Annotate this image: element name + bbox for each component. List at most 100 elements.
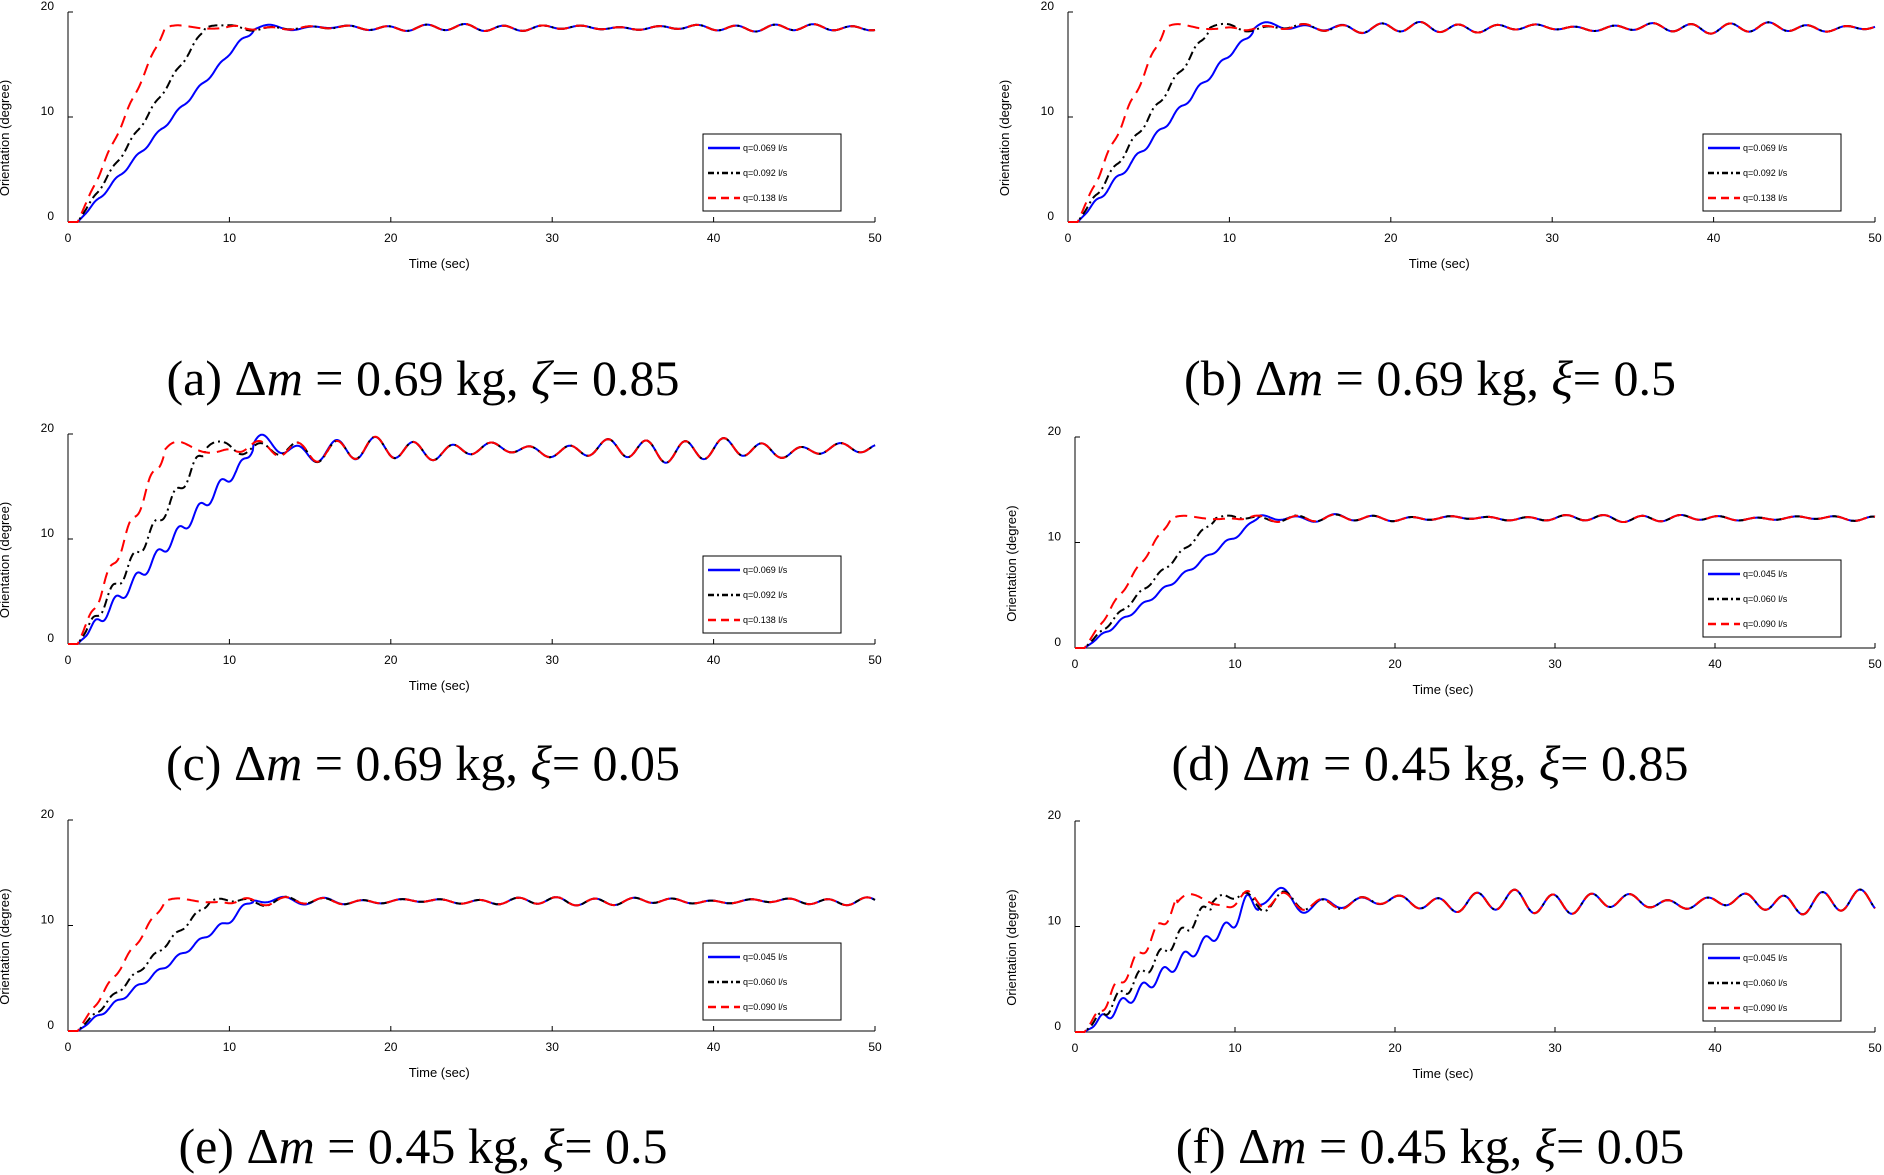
caption-suffix: = 0.5 [1573, 350, 1676, 406]
legend-entry-2: q=0.092 l/s [743, 168, 788, 178]
x-tick-label: 50 [1868, 657, 1882, 671]
caption-mid: = 0.69 kg, [1323, 350, 1551, 406]
x-tick-label: 10 [223, 653, 237, 667]
x-axis-label: Time (sec) [409, 1065, 470, 1080]
caption-prefix: (a) Δ [167, 350, 267, 406]
y-axis-label: Orientation (degree) [0, 888, 12, 1004]
x-tick-label: 20 [384, 653, 398, 667]
panel-caption: (f) Δm = 0.45 kg, ξ= 0.05 [1176, 1118, 1685, 1174]
x-axis-label: Time (sec) [1413, 682, 1474, 697]
legend-entry-3: q=0.138 l/s [1743, 193, 1788, 203]
x-tick-label: 30 [546, 231, 560, 245]
x-tick-label: 40 [707, 653, 721, 667]
x-tick-label: 20 [384, 231, 398, 245]
caption-suffix: = 0.05 [552, 735, 680, 791]
legend-entry-3: q=0.090 l/s [743, 1002, 788, 1012]
y-tick-label: 0 [47, 1018, 54, 1032]
chart-panel-2: 0 10 20 30 40 50 0 10 20 Time (sec) Orientation (d… [997, 0, 1882, 271]
chart-panel-5: 0 10 20 30 40 50 0 10 20 Time (sec) Orientation (d… [0, 807, 882, 1080]
caption-var: m [267, 350, 303, 406]
series-line-2 [67, 435, 876, 645]
y-tick-label: 10 [41, 913, 55, 927]
caption-prefix: (c) Δ [166, 735, 266, 791]
legend: q=0.069 l/s q=0.092 l/s q=0.138 l/s [1702, 133, 1842, 212]
legend-entry-3: q=0.090 l/s [1743, 1003, 1788, 1013]
caption-greek: ξ [543, 1118, 565, 1174]
y-tick-label: 20 [1048, 424, 1062, 438]
legend-entry-1: q=0.045 l/s [1743, 569, 1788, 579]
caption-mid: = 0.69 kg, [302, 735, 530, 791]
caption-var: m [279, 1118, 315, 1174]
panel-caption: (e) Δm = 0.45 kg, ξ= 0.5 [178, 1118, 667, 1174]
series-line-3 [67, 23, 876, 223]
x-tick-label: 10 [223, 1040, 237, 1054]
legend: q=0.045 l/s q=0.060 l/s q=0.090 l/s [1702, 943, 1842, 1022]
panel-caption: (b) Δm = 0.69 kg, ξ= 0.5 [1184, 350, 1676, 406]
legend-entry-2: q=0.060 l/s [1743, 594, 1788, 604]
caption-mid: = 0.69 kg, [303, 350, 531, 406]
x-tick-label: 20 [1384, 231, 1398, 245]
legend-entry-3: q=0.090 l/s [1743, 619, 1788, 629]
x-tick-label: 40 [707, 231, 721, 245]
caption-mid: = 0.45 kg, [315, 1118, 543, 1174]
x-tick-label: 30 [546, 653, 560, 667]
x-axis-label: Time (sec) [409, 256, 470, 271]
y-tick-label: 20 [41, 421, 55, 435]
x-tick-label: 30 [1548, 1041, 1562, 1055]
y-tick-label: 20 [41, 807, 55, 821]
legend: q=0.069 l/s q=0.092 l/s q=0.138 l/s [702, 555, 842, 634]
x-axis-label: Time (sec) [1413, 1066, 1474, 1081]
y-axis-label: Orientation (degree) [0, 502, 12, 618]
legend-entry-2: q=0.092 l/s [743, 590, 788, 600]
y-tick-label: 10 [1041, 104, 1055, 118]
x-tick-label: 0 [65, 231, 72, 245]
caption-greek: ξ [1539, 735, 1561, 791]
y-tick-label: 0 [47, 209, 54, 223]
legend-entry-3: q=0.138 l/s [743, 615, 788, 625]
caption-greek: ξ [1551, 350, 1573, 406]
y-tick-label: 0 [47, 631, 54, 645]
x-tick-label: 20 [1388, 657, 1402, 671]
legend: q=0.045 l/s q=0.060 l/s q=0.090 l/s [1702, 559, 1842, 638]
chart-panel-3: 0 10 20 30 40 50 0 10 20 Time (sec) Orientation (d… [0, 421, 882, 693]
chart-panel-1: 0 10 20 30 40 50 0 10 20 Time (sec) Orientation (d… [0, 0, 882, 271]
x-tick-label: 10 [223, 231, 237, 245]
series-line-3 [67, 896, 876, 1032]
x-tick-label: 0 [65, 653, 72, 667]
caption-mid: = 0.45 kg, [1311, 735, 1539, 791]
x-axis-label: Time (sec) [409, 678, 470, 693]
x-tick-label: 20 [384, 1040, 398, 1054]
chart-panel-4: 0 10 20 30 40 50 0 10 20 Time (sec) Orientation (d… [1004, 424, 1882, 697]
y-tick-label: 10 [1048, 914, 1062, 928]
legend-entry-1: q=0.069 l/s [743, 143, 788, 153]
caption-mid: = 0.45 kg, [1306, 1118, 1534, 1174]
caption-prefix: (f) Δ [1176, 1118, 1271, 1174]
x-tick-label: 50 [1868, 1041, 1882, 1055]
x-tick-label: 10 [1223, 231, 1237, 245]
caption-greek: ξ [530, 735, 552, 791]
y-tick-label: 20 [1048, 808, 1062, 822]
x-tick-label: 0 [1072, 657, 1079, 671]
caption-suffix: = 0.85 [1560, 735, 1688, 791]
series-line-3 [1074, 513, 1876, 649]
series-line-3 [1067, 20, 1876, 223]
series-line-3 [67, 435, 876, 645]
x-tick-label: 10 [1228, 1041, 1242, 1055]
y-tick-label: 10 [41, 526, 55, 540]
caption-prefix: (b) Δ [1184, 350, 1287, 406]
caption-prefix: (d) Δ [1172, 735, 1275, 791]
legend-entry-2: q=0.060 l/s [743, 977, 788, 987]
x-axis-label: Time (sec) [1409, 256, 1470, 271]
y-tick-label: 0 [1054, 1019, 1061, 1033]
panel-caption: (c) Δm = 0.69 kg, ξ= 0.05 [166, 735, 680, 791]
caption-var: m [1275, 735, 1311, 791]
x-tick-label: 40 [1707, 231, 1721, 245]
series-line-3 [1074, 888, 1876, 1033]
y-axis-label: Orientation (degree) [0, 80, 12, 196]
series-line-2 [1074, 513, 1876, 649]
caption-var: m [1287, 350, 1323, 406]
legend-entry-2: q=0.092 l/s [1743, 168, 1788, 178]
y-tick-label: 0 [1054, 635, 1061, 649]
y-tick-label: 20 [41, 0, 55, 13]
